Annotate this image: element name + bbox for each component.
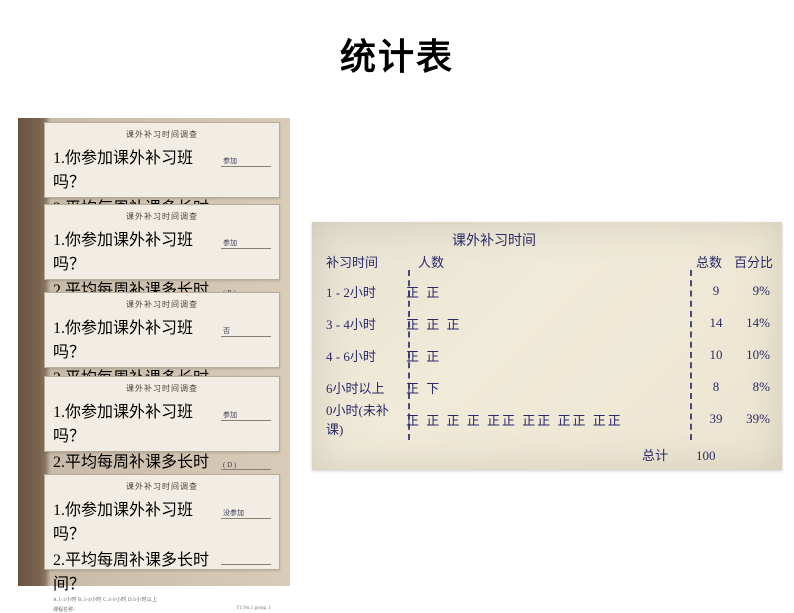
survey-form-strip: 课外补习时间调查1.你参加课外补习班吗？没参加2.平均每周补课多长时间？A.1-…: [44, 474, 280, 570]
tally-row: 0小时(未补课)正 正 正 正 正正 正正 正正 正正3939%: [312, 404, 782, 434]
form-q1: 1.你参加课外补习班吗？没参加: [53, 496, 271, 544]
survey-form-strip: 课外补习时间调查1.你参加课外补习班吗？参加2.平均每周补课多长时间？( D )…: [44, 376, 280, 452]
row-label: 3 - 4小时: [312, 314, 406, 333]
form-title: 课外补习时间调查: [53, 211, 271, 222]
row-total: 9: [696, 283, 736, 299]
survey-form-strip: 课外补习时间调查1.你参加课外补习班吗？参加2.平均每周补课多长时间？( B )…: [44, 204, 280, 280]
survey-forms-photo: 课外补习时间调查1.你参加课外补习班吗？参加2.平均每周补课多长时间？( A )…: [18, 118, 290, 586]
row-pct: 10%: [736, 347, 782, 363]
row-pct: 8%: [736, 379, 782, 395]
form-title: 课外补习时间调查: [53, 383, 271, 394]
row-total: 8: [696, 379, 736, 395]
page-title: 统计表: [0, 0, 794, 80]
row-pct: 39%: [736, 411, 782, 427]
tally-row: 6小时以上正 下88%: [312, 372, 782, 402]
form-options: A.1-2小时 B.3-4小时 C.4-6小时 D.6小时以上: [53, 596, 271, 603]
form-q1: 1.你参加课外补习班吗？参加: [53, 226, 271, 274]
row-pct: 14%: [736, 315, 782, 331]
form-q1: 1.你参加课外补习班吗？参加: [53, 398, 271, 446]
row-label: 1 - 2小时: [312, 282, 406, 301]
tally-row: 1 - 2小时正 正99%: [312, 276, 782, 306]
row-tally: 正 正 正: [406, 314, 696, 333]
grand-total-value: 100: [696, 448, 716, 464]
form-title: 课外补习时间调查: [53, 481, 271, 492]
row-tally: 正 正: [406, 282, 696, 301]
row-tally: 正 正: [406, 346, 696, 365]
tally-row: 4 - 6小时正 正1010%: [312, 340, 782, 370]
form-q2: 2.平均每周补课多长时间？: [53, 546, 271, 594]
row-label: 0小时(未补课): [312, 400, 406, 438]
row-pct: 9%: [736, 283, 782, 299]
tally-row: 3 - 4小时正 正 正1414%: [312, 308, 782, 338]
row-label: 6小时以上: [312, 378, 406, 397]
row-total: 10: [696, 347, 736, 363]
tally-header: 课外补习时间: [452, 230, 536, 250]
col-header-time: 补习时间: [326, 252, 378, 271]
row-total: 14: [696, 315, 736, 331]
survey-form-strip: 课外补习时间调查1.你参加课外补习班吗？否2.平均每周补课多长时间？A.1-2小…: [44, 292, 280, 368]
col-header-total: 总数: [696, 252, 722, 271]
form-title: 课外补习时间调查: [53, 129, 271, 140]
grand-total-label: 总计: [642, 445, 668, 464]
form-footer: 课程名称：T1 No.1 group. 1: [53, 606, 271, 613]
form-title: 课外补习时间调查: [53, 299, 271, 310]
row-tally: 正 下: [406, 378, 696, 397]
row-tally: 正 正 正 正 正正 正正 正正 正正: [406, 410, 696, 429]
col-header-pct: 百分比: [734, 252, 773, 271]
form-q1: 1.你参加课外补习班吗？参加: [53, 144, 271, 192]
col-header-count: 人数: [418, 252, 444, 271]
survey-form-strip: 课外补习时间调查1.你参加课外补习班吗？参加2.平均每周补课多长时间？( A )…: [44, 122, 280, 198]
row-total: 39: [696, 411, 736, 427]
row-label: 4 - 6小时: [312, 346, 406, 365]
form-q1: 1.你参加课外补习班吗？否: [53, 314, 271, 362]
tally-table-photo: 课外补习时间 补习时间 人数 总数 百分比 1 - 2小时正 正99%3 - 4…: [312, 222, 782, 470]
